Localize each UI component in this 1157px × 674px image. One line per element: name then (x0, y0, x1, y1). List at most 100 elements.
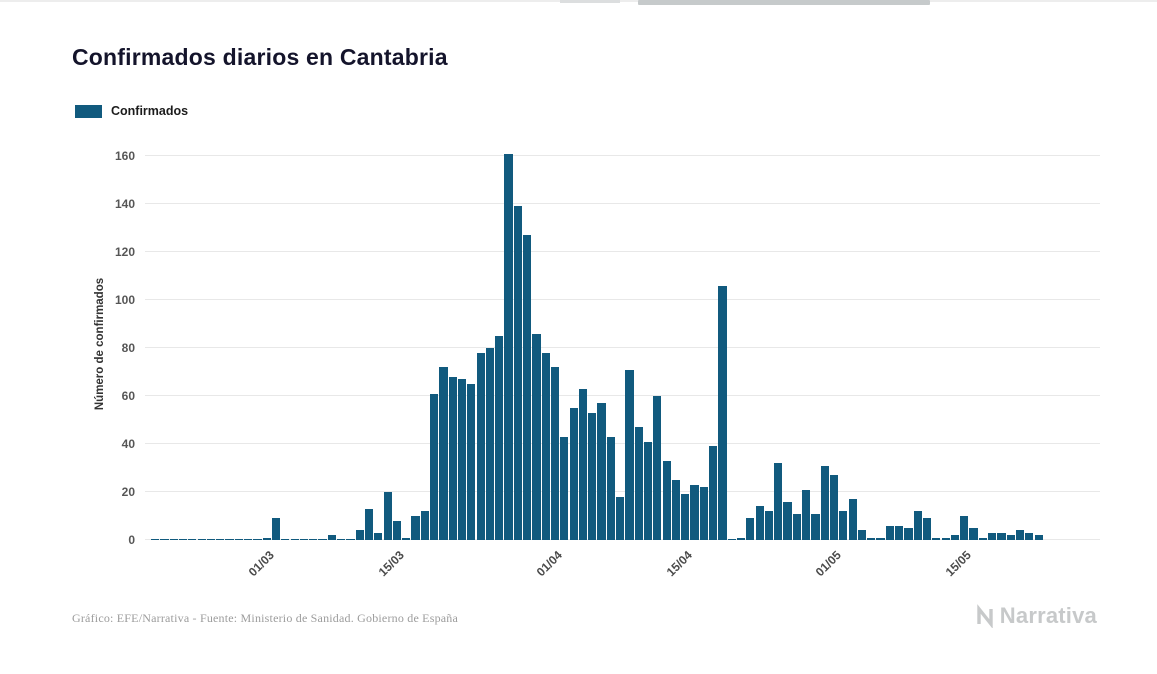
bar[interactable] (439, 367, 448, 540)
bar[interactable] (867, 537, 876, 540)
bar[interactable] (774, 463, 783, 540)
bar[interactable] (457, 379, 467, 540)
bar[interactable] (504, 153, 513, 540)
bar[interactable] (327, 535, 336, 540)
bar[interactable] (736, 537, 746, 540)
bar[interactable] (597, 403, 606, 540)
bar[interactable] (216, 539, 225, 540)
bar[interactable] (262, 537, 271, 540)
bar[interactable] (876, 537, 885, 540)
bar[interactable] (485, 348, 495, 540)
bar[interactable] (988, 532, 997, 540)
bar[interactable] (718, 285, 727, 540)
bar[interactable] (764, 511, 774, 540)
bar[interactable] (829, 475, 839, 540)
bar[interactable] (755, 506, 764, 540)
bar[interactable] (290, 539, 299, 540)
bar[interactable] (653, 396, 662, 540)
bar[interactable] (625, 369, 634, 540)
bar[interactable] (160, 539, 169, 540)
bar[interactable] (318, 539, 327, 540)
bar[interactable] (355, 530, 364, 540)
bar[interactable] (383, 492, 392, 540)
bar[interactable] (643, 441, 653, 540)
bar[interactable] (402, 537, 411, 540)
bar[interactable] (699, 487, 708, 540)
bar[interactable] (746, 518, 755, 540)
bar[interactable] (727, 539, 736, 540)
bar[interactable] (225, 539, 234, 540)
y-tick-label: 120 (114, 245, 135, 259)
bar[interactable] (616, 496, 625, 540)
bar[interactable] (997, 532, 1006, 540)
bar[interactable] (448, 376, 457, 540)
bar[interactable] (820, 465, 829, 540)
bar[interactable] (1025, 532, 1034, 540)
bar[interactable] (885, 525, 894, 540)
bar[interactable] (430, 393, 439, 540)
bar[interactable] (392, 520, 402, 540)
bar[interactable] (634, 427, 643, 540)
bar[interactable] (839, 511, 848, 540)
bar[interactable] (550, 367, 560, 540)
chart-title: Confirmados diarios en Cantabria (72, 44, 448, 70)
bar[interactable] (197, 539, 206, 540)
bar[interactable] (690, 484, 699, 540)
bar[interactable] (681, 494, 690, 540)
bar[interactable] (578, 388, 588, 540)
bar[interactable] (588, 412, 597, 540)
bar[interactable] (560, 436, 569, 540)
bar[interactable] (960, 516, 969, 540)
bar[interactable] (922, 518, 932, 540)
bar[interactable] (792, 513, 801, 540)
bar[interactable] (783, 501, 792, 540)
bar[interactable] (950, 535, 960, 540)
bar[interactable] (606, 436, 615, 540)
bar[interactable] (941, 537, 950, 540)
bar[interactable] (309, 539, 318, 540)
bar[interactable] (253, 539, 262, 540)
bar[interactable] (151, 539, 160, 540)
bar[interactable] (346, 539, 355, 540)
bar[interactable] (1015, 530, 1025, 540)
bar[interactable] (904, 528, 913, 540)
bar[interactable] (541, 352, 550, 540)
bar[interactable] (374, 532, 383, 540)
bar[interactable] (234, 539, 243, 540)
bar[interactable] (1006, 535, 1015, 540)
bar[interactable] (169, 539, 178, 540)
bar[interactable] (337, 539, 346, 540)
bar[interactable] (495, 336, 504, 540)
bar[interactable] (188, 539, 197, 540)
bar[interactable] (811, 513, 820, 540)
bar[interactable] (467, 384, 476, 540)
x-tick-label: 15/03 (375, 548, 407, 580)
bar[interactable] (662, 460, 671, 540)
bar[interactable] (299, 539, 309, 540)
bar[interactable] (513, 206, 522, 540)
bar[interactable] (411, 516, 420, 540)
bar[interactable] (1034, 535, 1043, 540)
bar[interactable] (969, 528, 978, 540)
bar[interactable] (895, 525, 904, 540)
bar[interactable] (271, 518, 281, 540)
bar[interactable] (913, 511, 922, 540)
bar[interactable] (178, 539, 188, 540)
bar[interactable] (802, 489, 811, 540)
bar[interactable] (709, 446, 718, 540)
bar[interactable] (857, 530, 867, 540)
bar[interactable] (420, 511, 429, 540)
bar[interactable] (244, 539, 253, 540)
bar[interactable] (848, 499, 857, 540)
bar[interactable] (206, 539, 216, 540)
bar[interactable] (532, 333, 541, 540)
bar[interactable] (476, 352, 485, 540)
bar[interactable] (523, 235, 532, 540)
bar[interactable] (978, 537, 987, 540)
bar[interactable] (281, 539, 290, 540)
bar[interactable] (932, 537, 941, 540)
bar[interactable] (569, 408, 578, 540)
bar[interactable] (364, 508, 374, 540)
bar[interactable] (671, 480, 681, 540)
y-tick-label: 160 (114, 149, 135, 163)
